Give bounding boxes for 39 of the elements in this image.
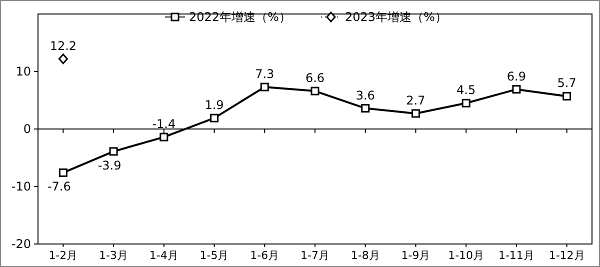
data-label: -7.6	[47, 180, 71, 194]
point	[58, 54, 68, 64]
point	[361, 104, 370, 113]
data-label: 4.5	[456, 83, 476, 98]
y-tick-label: 0	[23, 122, 31, 136]
data-label: 1.9	[204, 98, 224, 112]
point	[562, 92, 572, 100]
data-label: 2.7	[406, 93, 426, 108]
point	[58, 168, 68, 177]
x-tick-label: 1-4月	[149, 249, 178, 262]
data-label: 12.2	[50, 38, 77, 53]
x-tick-label: 1-6月	[250, 249, 280, 262]
x-tick-label: 1-3月	[99, 249, 128, 262]
data-label: 6.6	[305, 71, 325, 86]
point	[512, 85, 521, 94]
x-tick-label: 1-11月	[498, 249, 534, 262]
data-label: 6.9	[506, 69, 526, 84]
x-tick-label: 1-9月	[401, 249, 430, 262]
x-tick-label: 1-7月	[300, 249, 330, 262]
x-tick-label: 1-5月	[200, 249, 229, 262]
data-label: -1.4	[152, 117, 176, 132]
point	[411, 109, 420, 118]
data-label: -3.9	[98, 158, 122, 172]
y-tick-label: -10	[11, 180, 31, 194]
point	[109, 147, 118, 156]
x-tick-label: 1-12月	[548, 249, 585, 262]
point	[160, 132, 168, 142]
data-label: 3.6	[356, 88, 375, 102]
data-label: 5.7	[557, 76, 576, 90]
point	[310, 86, 320, 96]
x-tick-label: 1-8月	[350, 249, 380, 262]
point	[210, 114, 219, 122]
y-tick-label: 10	[16, 64, 31, 78]
data-label: 7.3	[255, 67, 274, 82]
x-tick-label: 1-2月	[48, 249, 78, 262]
x-tick-label: 1-10月	[448, 249, 484, 262]
y-tick-label: -20	[11, 237, 31, 251]
point	[462, 98, 470, 108]
point	[260, 82, 269, 92]
